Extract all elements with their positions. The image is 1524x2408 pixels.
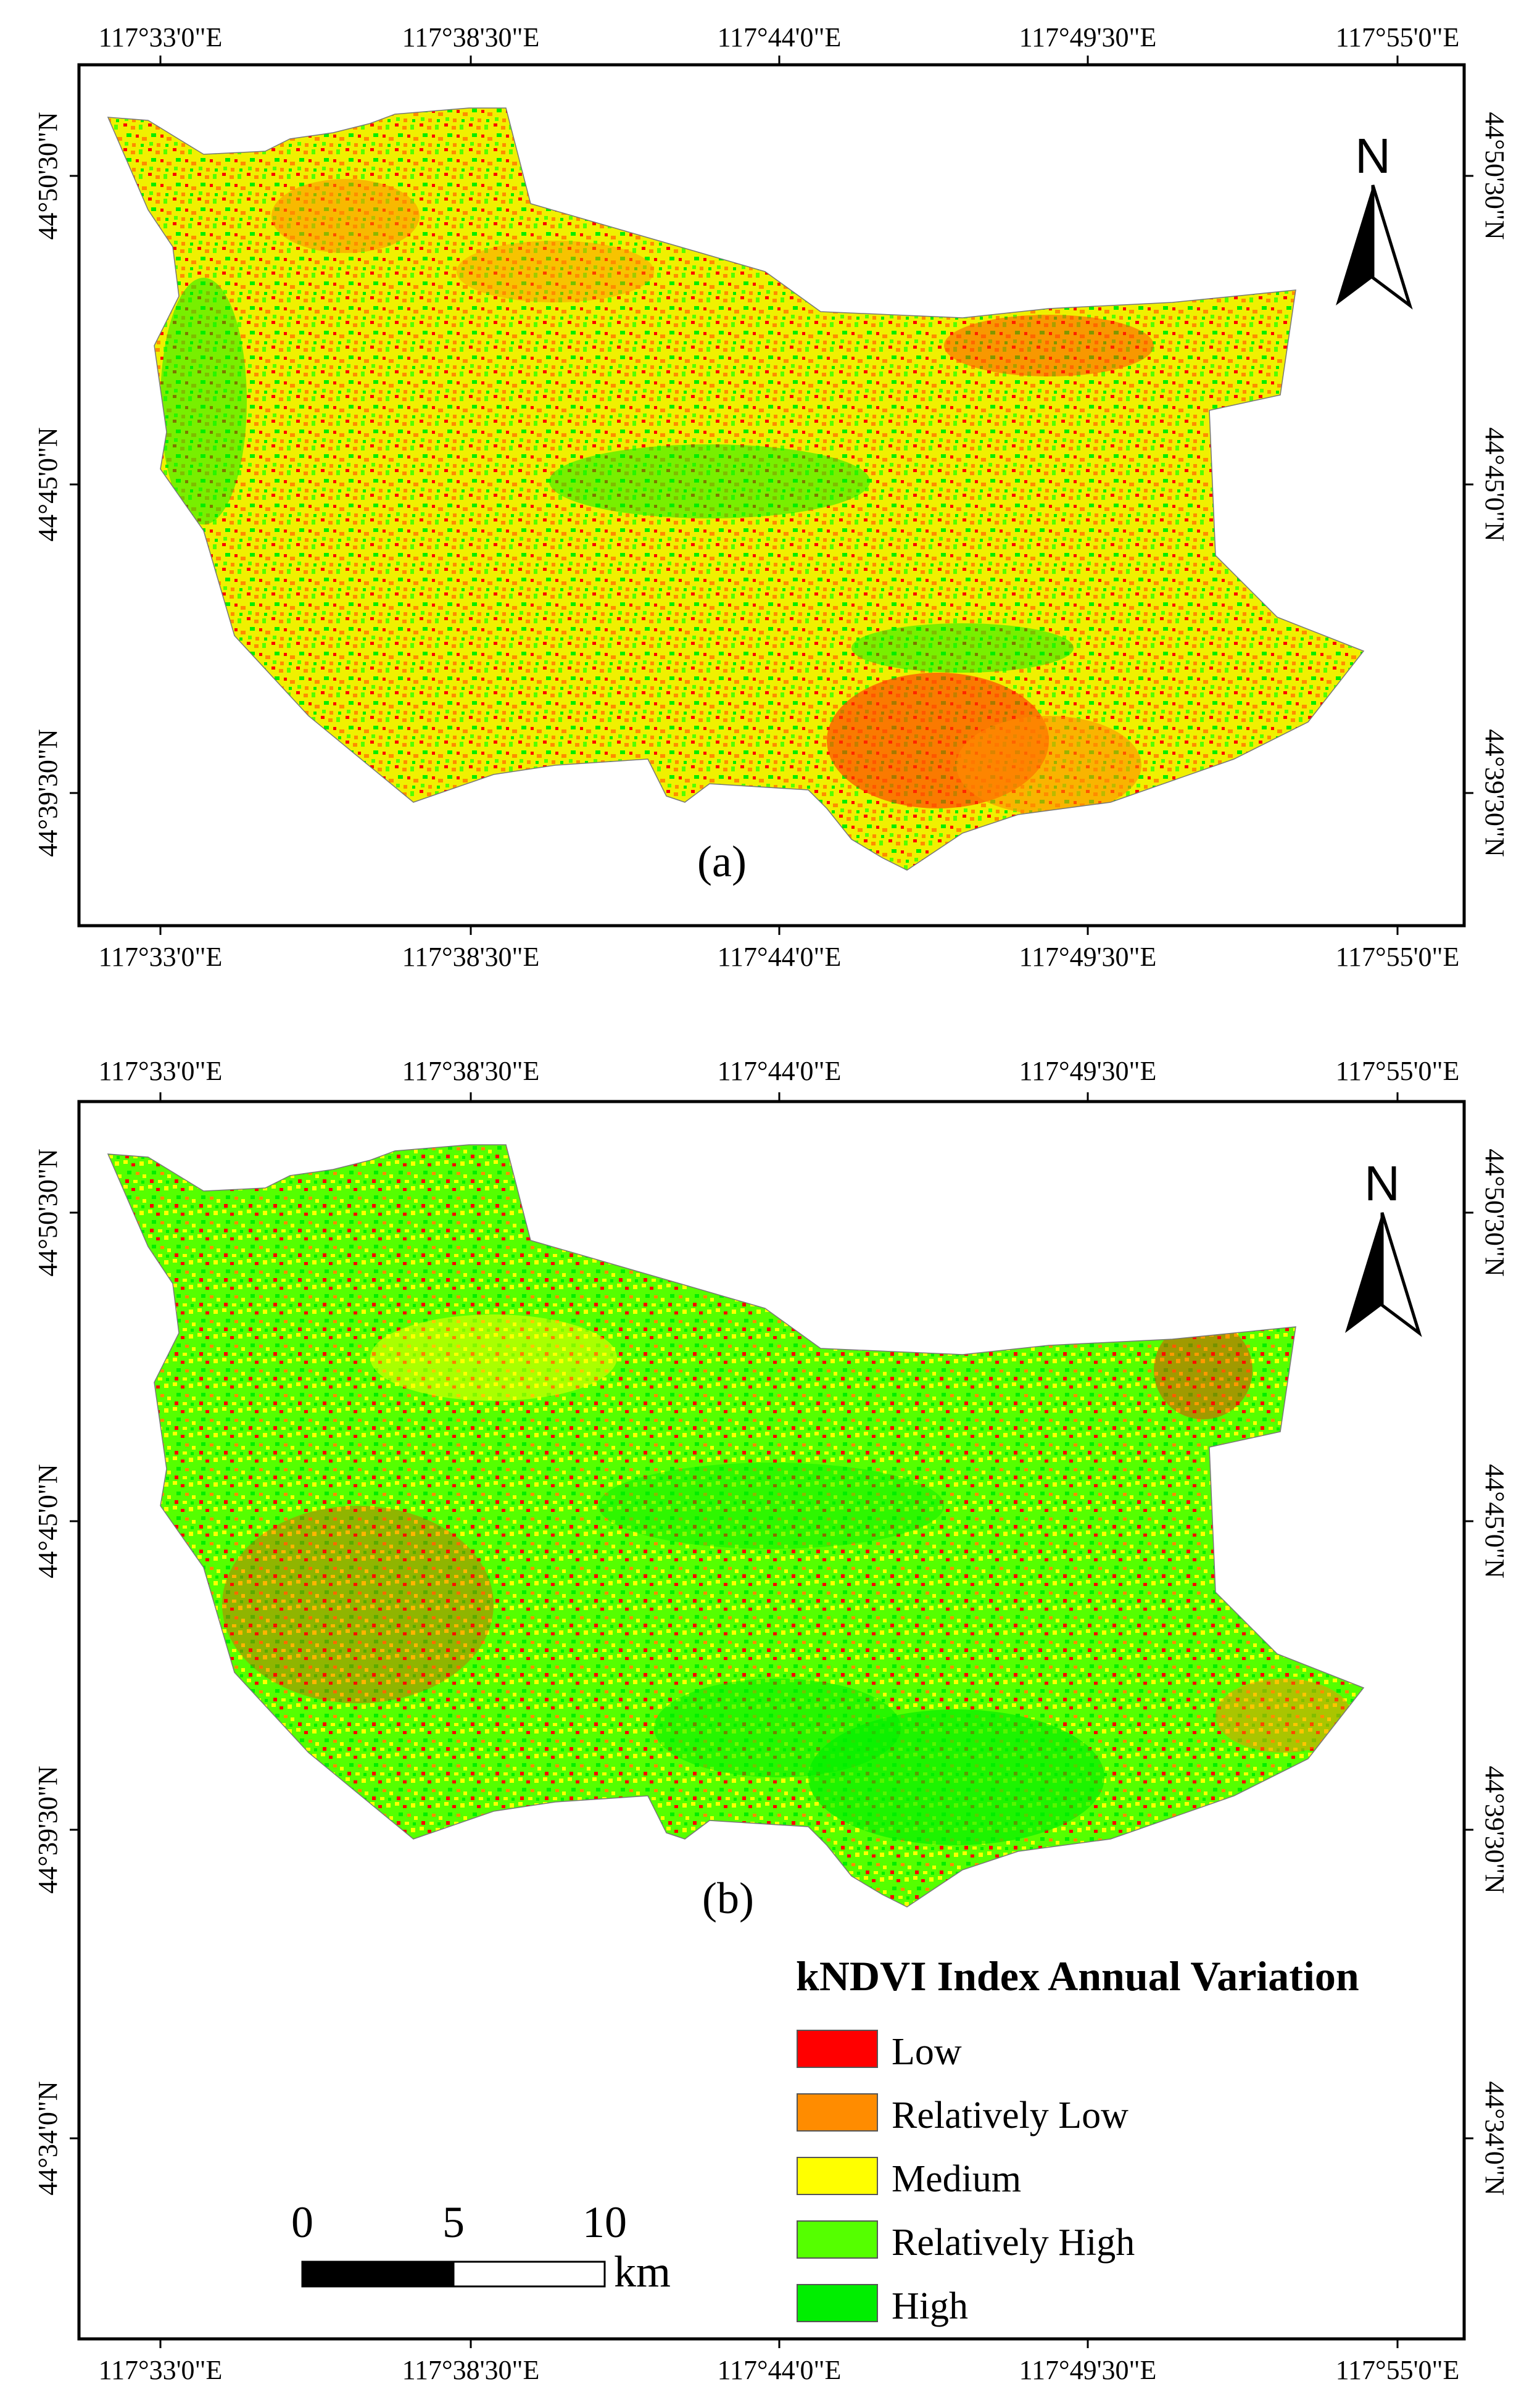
north-label: N xyxy=(1364,1156,1400,1211)
lon-tick-label: 117°55'0"E xyxy=(1336,2355,1460,2385)
legend-swatch xyxy=(797,2030,878,2068)
north-arrow-icon: N xyxy=(1336,128,1413,310)
legend-item-low: Low xyxy=(797,2030,962,2073)
legend-label: Relatively High xyxy=(892,2222,1135,2264)
lat-tick-label: 44°50'30"N xyxy=(1480,1148,1510,1276)
legend-swatch xyxy=(797,2284,878,2322)
lon-tick-label: 117°33'0"E xyxy=(99,22,223,52)
lat-ticks-left-b: 44°50'30"N 44°45'0"N 44°39'30"N 44°34'0"… xyxy=(33,1148,79,2196)
north-label: N xyxy=(1355,128,1391,183)
legend-title: kNDVI Index Annual Variation xyxy=(796,1953,1359,1999)
lon-tick-label: 117°33'0"E xyxy=(99,2355,223,2385)
legend-label: Low xyxy=(892,2031,962,2073)
legend-item-medium: Medium xyxy=(797,2157,1021,2200)
north-arrow-icon: N xyxy=(1345,1156,1422,1337)
lon-tick-label: 117°49'30"E xyxy=(1019,22,1157,52)
lon-tick-label: 117°44'0"E xyxy=(718,942,842,972)
lon-tick-label: 117°44'0"E xyxy=(718,2355,842,2385)
lat-tick-label: 44°34'0"N xyxy=(1480,2081,1510,2195)
lon-ticks-top-a: 117°33'0"E 117°38'30"E 117°44'0"E 117°49… xyxy=(99,22,1460,65)
legend-item-relatively-high: Relatively High xyxy=(797,2220,1135,2264)
legend-item-relatively-low: Relatively Low xyxy=(797,2093,1129,2136)
lon-tick-label: 117°38'30"E xyxy=(402,942,540,972)
lon-tick-label: 117°33'0"E xyxy=(99,942,223,972)
legend-swatch xyxy=(797,2157,878,2195)
lat-tick-label: 44°39'30"N xyxy=(33,1766,63,1893)
legend-label: Relatively Low xyxy=(892,2095,1129,2136)
scale-tick-label: 0 xyxy=(291,2198,313,2247)
scale-unit: km xyxy=(614,2247,671,2296)
scale-segment-black xyxy=(301,2261,455,2288)
lat-tick-label: 44°45'0"N xyxy=(33,1464,63,1578)
lat-ticks-right-a: 44°50'30"N 44°45'0"N 44°39'30"N xyxy=(1464,112,1510,857)
lon-ticks-bottom-b: 117°33'0"E 117°38'30"E 117°44'0"E 117°49… xyxy=(99,2339,1460,2385)
panel-caption-a: (a) xyxy=(697,837,747,886)
scale-tick-label: 5 xyxy=(442,2198,465,2247)
map-frame-b xyxy=(77,1100,1466,2341)
legend-swatch xyxy=(797,2220,878,2259)
lat-tick-label: 44°45'0"N xyxy=(1480,1464,1510,1578)
lat-tick-label: 44°39'30"N xyxy=(1480,1766,1510,1893)
lat-tick-label: 44°45'0"N xyxy=(1480,427,1510,541)
lat-ticks-left-a: 44°50'30"N 44°45'0"N 44°39'30"N xyxy=(33,112,79,857)
lon-tick-label: 117°49'30"E xyxy=(1019,942,1157,972)
lat-tick-label: 44°39'30"N xyxy=(1480,729,1510,857)
lat-tick-label: 44°50'30"N xyxy=(1480,112,1510,239)
lat-tick-label: 44°50'30"N xyxy=(33,1148,63,1276)
lon-ticks-bottom-a: 117°33'0"E 117°38'30"E 117°44'0"E 117°49… xyxy=(99,926,1460,972)
kndvi-raster-a xyxy=(108,108,1364,870)
panel-b: 117°33'0"E 117°38'30"E 117°44'0"E 117°49… xyxy=(33,1056,1510,2385)
map-frame-a xyxy=(77,63,1466,928)
lon-tick-label: 117°38'30"E xyxy=(402,2355,540,2385)
legend-label: High xyxy=(892,2285,968,2327)
lat-tick-label: 44°50'30"N xyxy=(33,112,63,239)
lon-tick-label: 117°49'30"E xyxy=(1019,2355,1157,2385)
panel-a: 117°33'0"E 117°38'30"E 117°44'0"E 117°49… xyxy=(33,22,1510,972)
lon-tick-label: 117°44'0"E xyxy=(718,1056,842,1086)
legend-swatch xyxy=(797,2093,878,2132)
lat-tick-label: 44°39'30"N xyxy=(33,729,63,857)
lon-tick-label: 117°33'0"E xyxy=(99,1056,223,1086)
lon-tick-label: 117°49'30"E xyxy=(1019,1056,1157,1086)
lon-tick-label: 117°55'0"E xyxy=(1336,942,1460,972)
legend-label: Medium xyxy=(892,2158,1021,2200)
lon-tick-label: 117°44'0"E xyxy=(718,22,842,52)
lat-tick-label: 44°45'0"N xyxy=(33,427,63,541)
lon-tick-label: 117°55'0"E xyxy=(1336,22,1460,52)
lat-tick-label: 44°34'0"N xyxy=(33,2081,63,2195)
scale-bar: 0 5 10 km xyxy=(291,2198,671,2296)
lon-tick-label: 117°38'30"E xyxy=(402,22,540,52)
lat-ticks-right-b: 44°50'30"N 44°45'0"N 44°39'30"N 44°34'0"… xyxy=(1464,1148,1510,2196)
lon-tick-label: 117°55'0"E xyxy=(1336,1056,1460,1086)
lon-tick-label: 117°38'30"E xyxy=(402,1056,540,1086)
kndvi-raster-b xyxy=(108,1145,1364,1907)
legend: kNDVI Index Annual Variation Low Relativ… xyxy=(796,1953,1359,2327)
scale-tick-label: 10 xyxy=(582,2198,627,2247)
legend-item-high: High xyxy=(797,2284,968,2327)
panel-caption-b: (b) xyxy=(702,1874,754,1923)
scale-segment-white xyxy=(452,2261,606,2288)
lon-ticks-top-b: 117°33'0"E 117°38'30"E 117°44'0"E 117°49… xyxy=(99,1056,1460,1102)
